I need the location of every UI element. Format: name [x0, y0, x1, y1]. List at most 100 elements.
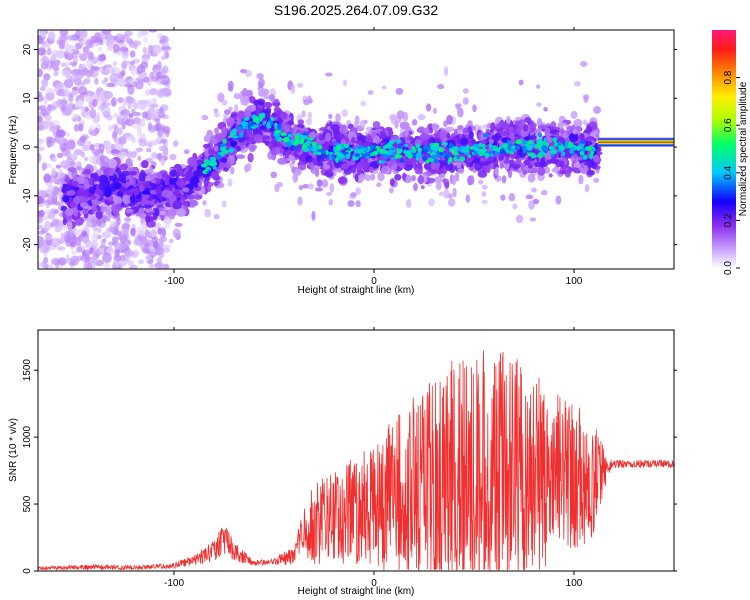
noise-blob	[432, 107, 437, 114]
noise-blob	[68, 93, 74, 103]
ridge-blob	[473, 162, 483, 171]
noise-blob	[72, 113, 79, 122]
noise-blob	[152, 241, 158, 248]
noise-blob	[159, 88, 170, 95]
noise-blob	[124, 217, 131, 222]
noise-blob	[130, 60, 136, 65]
noise-blob	[95, 36, 103, 43]
core-blob	[473, 150, 478, 156]
noise-blob	[101, 30, 112, 35]
ridge-blob	[139, 212, 148, 219]
noise-blob	[89, 108, 97, 119]
ridge-blob	[362, 141, 371, 147]
noise-blob	[298, 185, 304, 191]
core-blob	[494, 151, 500, 155]
core-blob	[370, 152, 376, 157]
core-blob	[378, 160, 383, 164]
ridge-blob	[508, 169, 513, 179]
noise-blob	[153, 64, 159, 70]
ridge-blob	[135, 194, 143, 199]
ridge-blob	[179, 170, 185, 177]
noise-blob	[258, 78, 265, 88]
ridge-blob	[569, 132, 579, 143]
colorbar-tick-label: 0.8	[723, 70, 734, 84]
core-blob	[499, 148, 506, 154]
noise-blob	[270, 171, 278, 179]
noise-blob	[104, 92, 112, 99]
noise-blob	[443, 188, 450, 199]
core-blob	[249, 121, 255, 127]
ridge-blob	[64, 177, 70, 183]
noise-blob	[402, 111, 409, 122]
noise-blob	[60, 62, 67, 68]
noise-blob	[130, 265, 136, 269]
noise-blob	[65, 147, 71, 158]
ridge-blob	[534, 161, 542, 168]
noise-blob	[137, 155, 142, 161]
noise-blob	[87, 51, 92, 60]
noise-blob	[85, 39, 95, 49]
core-blob	[530, 152, 536, 159]
noise-blob	[104, 140, 112, 148]
core-blob	[488, 142, 493, 149]
core-blob	[511, 148, 517, 152]
noise-blob	[531, 187, 537, 193]
ridge-blob	[83, 205, 93, 210]
core-blob	[266, 121, 271, 126]
colorbar-gradient	[712, 30, 736, 268]
ridge-blob	[479, 157, 487, 162]
ridge-blob	[247, 152, 254, 163]
ridge-blob	[372, 121, 381, 129]
noise-blob	[202, 200, 207, 206]
spectrogram-xlabel: Height of straight line (km)	[298, 285, 415, 296]
noise-blob	[417, 114, 426, 121]
core-blob	[219, 143, 226, 148]
noise-blob	[328, 199, 334, 206]
core-blob	[388, 139, 395, 145]
ridge-blob	[444, 126, 455, 132]
colorbar-ticks: 0.0 0.2 0.4 0.6 0.8	[723, 70, 740, 275]
core-blob	[577, 145, 582, 150]
core-blob	[396, 147, 403, 154]
core-blob	[335, 145, 342, 151]
noise-blob	[377, 171, 385, 182]
noise-blob	[149, 88, 158, 96]
noise-blob	[44, 209, 50, 216]
noise-blob	[38, 94, 44, 102]
noise-blob	[582, 119, 588, 126]
noise-blob	[59, 30, 69, 37]
noise-blob	[80, 233, 90, 243]
ridge-blob	[108, 168, 115, 177]
ridge-blob	[444, 181, 450, 189]
core-blob	[335, 157, 339, 163]
ridge-blob	[103, 187, 112, 198]
core-blob	[220, 151, 226, 157]
colorbar-tick-label: 0.4	[723, 165, 734, 179]
figure-title: S196.2025.264.07.09.G32	[274, 2, 438, 18]
ridge-blob	[172, 200, 183, 210]
ridge-blob	[399, 121, 410, 130]
noise-blob	[140, 117, 146, 128]
noise-blob	[75, 30, 81, 40]
core-blob	[582, 154, 588, 160]
noise-blob	[139, 229, 145, 238]
core-blob	[275, 135, 279, 141]
noise-blob	[355, 187, 362, 195]
noise-blob	[246, 163, 252, 172]
ridge-blob	[88, 186, 96, 194]
noise-blob	[213, 108, 219, 114]
noise-blob	[307, 183, 314, 190]
noise-blob	[160, 139, 167, 144]
noise-blob	[303, 99, 310, 106]
noise-blob	[51, 137, 57, 143]
noise-blob	[102, 252, 112, 263]
ridge-blob	[593, 154, 600, 163]
noise-blob	[536, 102, 542, 107]
noise-blob	[119, 234, 128, 245]
ridge-blob	[392, 162, 398, 171]
ridge-blob	[210, 170, 220, 180]
noise-blob	[230, 166, 235, 175]
noise-blob	[156, 71, 162, 78]
noise-blob	[132, 124, 142, 129]
noise-blob	[96, 227, 102, 233]
